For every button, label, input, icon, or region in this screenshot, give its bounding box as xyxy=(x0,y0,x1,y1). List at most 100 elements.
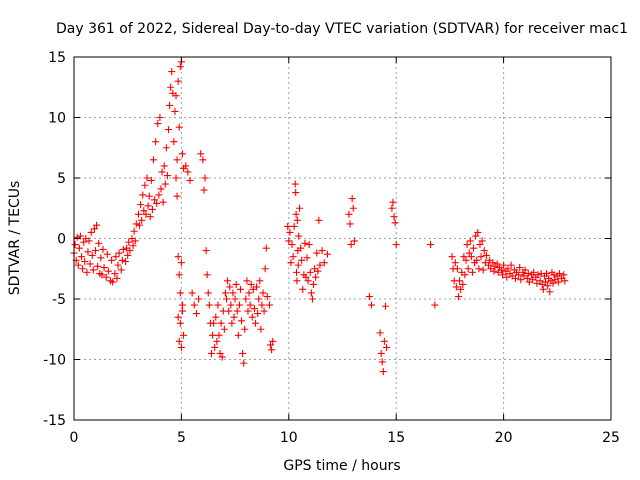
data-point xyxy=(157,185,165,193)
data-point xyxy=(299,285,307,293)
data-point xyxy=(199,156,207,164)
data-point xyxy=(454,293,462,301)
data-point xyxy=(78,253,86,261)
data-point xyxy=(238,317,246,325)
data-point xyxy=(490,267,498,275)
data-point xyxy=(302,273,310,281)
data-point xyxy=(119,245,127,253)
data-point xyxy=(379,368,387,376)
data-point xyxy=(114,261,122,269)
data-point xyxy=(480,247,488,255)
data-point xyxy=(482,251,490,259)
x-tick-label: 10 xyxy=(280,430,298,446)
grid-lines xyxy=(74,57,611,420)
data-point xyxy=(154,120,162,128)
data-point xyxy=(503,273,511,281)
data-point xyxy=(314,267,322,275)
data-point xyxy=(85,237,93,245)
data-point xyxy=(253,283,261,291)
data-point xyxy=(117,266,125,274)
data-point xyxy=(176,289,184,297)
data-point xyxy=(175,123,183,131)
data-point xyxy=(144,202,152,210)
data-point xyxy=(546,288,554,296)
data-point xyxy=(448,253,456,261)
data-point xyxy=(115,249,123,257)
data-point xyxy=(451,259,459,267)
data-point xyxy=(308,295,316,303)
data-point xyxy=(97,254,105,262)
data-point xyxy=(268,346,276,354)
data-point xyxy=(315,216,323,224)
x-tick-label: 0 xyxy=(70,430,79,446)
data-point xyxy=(80,238,88,246)
data-point xyxy=(81,257,89,265)
data-point xyxy=(240,359,248,367)
x-axis-label: GPS time / hours xyxy=(283,458,400,474)
data-point xyxy=(461,271,469,279)
data-point xyxy=(500,261,508,269)
data-point xyxy=(76,232,84,240)
data-point xyxy=(467,253,475,261)
data-point xyxy=(530,268,538,276)
data-point xyxy=(388,204,396,212)
data-point xyxy=(296,204,304,212)
data-point xyxy=(161,180,169,188)
data-point xyxy=(159,198,167,206)
data-point xyxy=(178,307,186,315)
data-point xyxy=(99,245,107,253)
data-point xyxy=(383,343,391,351)
data-point xyxy=(173,192,181,200)
data-point xyxy=(511,274,519,282)
data-point xyxy=(190,301,198,309)
data-point xyxy=(165,126,173,134)
data-point xyxy=(515,271,523,279)
data-point xyxy=(111,270,119,278)
data-point xyxy=(146,213,154,221)
data-point xyxy=(95,239,103,247)
data-point xyxy=(470,244,478,252)
y-tick-label: 10 xyxy=(48,111,66,127)
y-tick-label: 5 xyxy=(57,171,66,187)
data-point xyxy=(126,247,134,255)
data-point xyxy=(174,253,182,261)
data-point xyxy=(90,225,98,233)
data-point xyxy=(497,266,505,274)
data-point xyxy=(244,307,252,315)
data-point xyxy=(499,271,507,279)
data-point xyxy=(213,337,221,345)
data-point xyxy=(389,198,397,206)
data-point xyxy=(265,301,273,309)
data-point xyxy=(365,293,373,301)
data-point xyxy=(291,180,299,188)
data-point xyxy=(153,199,161,207)
data-point xyxy=(549,279,557,287)
data-point xyxy=(312,273,320,281)
data-point xyxy=(349,204,357,212)
data-point xyxy=(108,256,116,264)
data-point xyxy=(474,228,482,236)
data-point xyxy=(139,191,147,199)
data-point xyxy=(186,176,194,184)
data-point xyxy=(284,222,292,230)
data-point xyxy=(301,239,309,247)
data-point xyxy=(380,337,388,345)
data-point xyxy=(207,349,215,357)
data-point xyxy=(212,313,220,321)
data-point xyxy=(162,144,170,152)
data-point xyxy=(229,289,237,297)
data-point xyxy=(149,156,157,164)
data-point xyxy=(304,277,312,285)
data-point xyxy=(476,241,484,249)
data-point xyxy=(306,268,314,276)
data-point xyxy=(227,301,235,309)
data-point xyxy=(124,251,132,259)
data-point xyxy=(523,274,531,282)
data-point xyxy=(543,270,551,278)
data-point xyxy=(534,271,542,279)
data-point xyxy=(166,101,174,109)
data-point xyxy=(89,266,97,274)
data-point xyxy=(285,237,293,245)
data-point xyxy=(100,264,108,272)
data-point xyxy=(200,186,208,194)
